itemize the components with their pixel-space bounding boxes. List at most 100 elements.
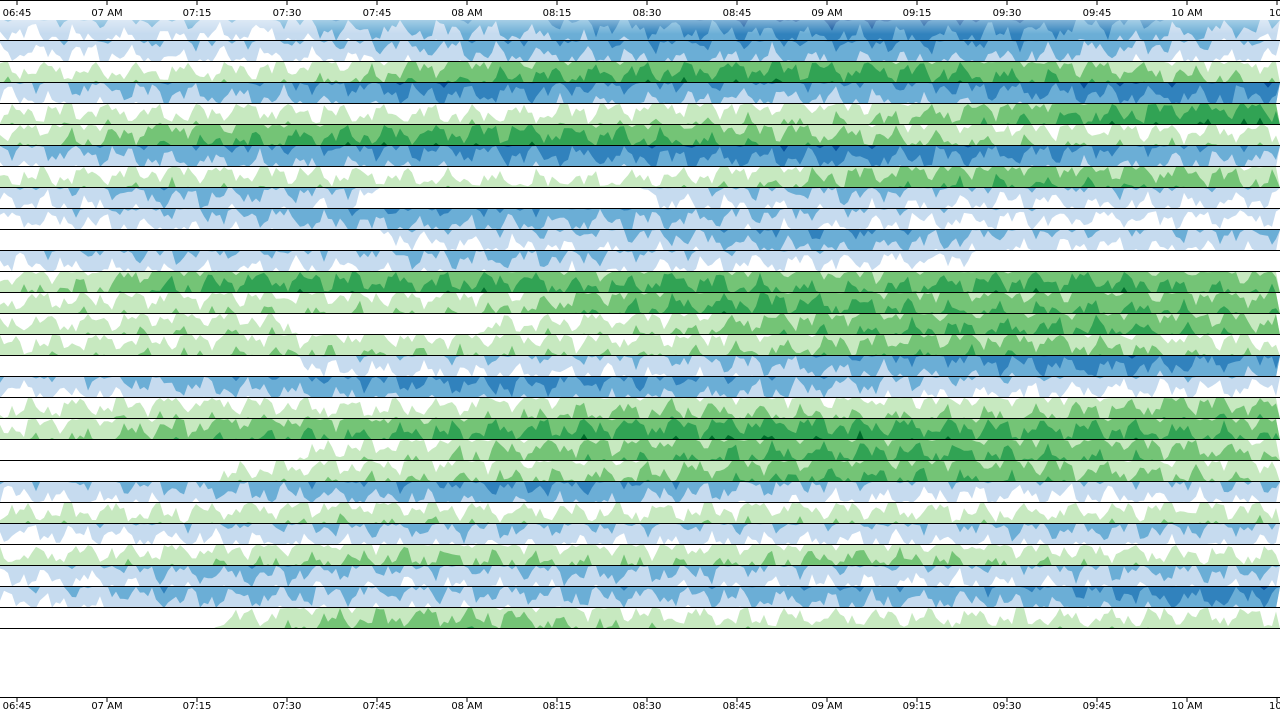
tick-label: 06:45 [3,701,32,712]
negative-band-3 [0,146,1280,167]
positive-band-4 [0,76,1280,83]
horizon-row [0,419,1280,440]
horizon-row [0,440,1280,461]
positive-band-1 [0,104,1280,125]
tick-label: 06:45 [3,8,32,19]
tick-label: 08:45 [723,8,752,19]
negative-band-2 [0,356,1280,377]
x-axis-bottom: 06:45 07 AM 07:15 07:30 07:45 08 AM 08:15 08:30… [0,697,1280,712]
horizon-row [0,377,1280,398]
tick-label: 08:15 [543,701,572,712]
tick-label: 09:45 [1083,8,1112,19]
negative-band-2 [0,482,1280,503]
row-separators [0,40,1280,629]
positive-band-3 [0,419,1280,440]
tick-label: 09 AM [811,701,842,712]
negative-band-1 [0,188,1280,209]
horizon-row [0,587,1280,608]
negative-band-2 [0,83,1280,104]
tick-label: 09:15 [903,701,932,712]
horizon-row [0,608,1280,629]
tick-label: 07:30 [273,701,302,712]
tick-label: 07:30 [273,8,302,19]
positive-band-3 [0,62,1280,83]
positive-band-1 [0,608,1280,629]
negative-band-1 [0,566,1280,587]
tick-label: 08 AM [451,8,482,19]
horizon-row [0,566,1280,587]
horizon-row [0,104,1280,125]
negative-band-2 [0,524,1280,544]
tick-label: 10: [1269,8,1280,19]
horizon-row [0,314,1280,335]
tick-label: 07:45 [363,8,392,19]
negative-band-1 [0,587,1280,608]
horizon-row [0,461,1280,482]
horizon-row [0,503,1280,524]
tick-label: 08:30 [633,8,662,19]
positive-band-3 [0,173,1280,188]
tick-label: 10 AM [1171,8,1202,19]
positive-band-2 [0,546,1280,566]
negative-band-3 [0,482,1280,497]
tick-label: 07 AM [91,8,122,19]
positive-band-1 [0,398,1280,419]
horizon-row [0,230,1280,251]
positive-band-2 [0,125,1280,146]
positive-band-2 [0,314,1280,335]
tick-label: 10: [1269,701,1280,712]
positive-band-3 [0,440,1280,461]
positive-band-1 [0,503,1280,524]
horizon-row [0,482,1280,503]
horizon-row [0,398,1280,419]
positive-band-3 [0,104,1280,125]
tick-label: 07:15 [183,701,212,712]
horizon-row [0,293,1280,314]
horizon-row [0,41,1280,62]
horizon-row [0,545,1280,566]
negative-band-1 [0,251,1280,272]
tick-label: 08 AM [451,701,482,712]
positive-band-3 [0,314,1280,335]
horizon-rows [0,20,1280,629]
horizon-row [0,335,1280,356]
tick-label: 09:45 [1083,701,1112,712]
tick-label: 08:15 [543,8,572,19]
tick-label: 07 AM [91,701,122,712]
positive-band-3 [0,125,1280,146]
negative-band-2 [0,209,1280,230]
negative-band-3 [0,377,1280,398]
horizon-row [0,272,1280,293]
tick-label: 09 AM [811,8,842,19]
horizon-row [0,356,1280,377]
negative-band-2 [0,566,1280,587]
x-axis-top: 06:45 07 AM 07:15 07:30 07:45 08 AM 08:15 08:30… [0,0,1280,19]
tick-label: 09:15 [903,8,932,19]
negative-band-3 [0,356,1280,377]
negative-band-3 [0,587,1280,608]
positive-band-3 [0,467,1280,482]
tick-label: 07:15 [183,8,212,19]
negative-band-3 [0,83,1280,104]
negative-band-2 [0,41,1280,62]
horizon-row [0,251,1280,272]
tick-label: 09:30 [993,8,1022,19]
horizon-row [0,125,1280,146]
horizon-row [0,188,1280,209]
bottom-axis-fade [0,688,1280,720]
positive-band-1 [0,335,1280,356]
positive-band-2 [0,293,1280,314]
positive-band-3 [0,272,1280,293]
tick-label: 08:45 [723,701,752,712]
positive-band-2 [0,608,1280,629]
tick-label: 07:45 [363,701,392,712]
tick-label: 10 AM [1171,701,1202,712]
positive-band-2 [0,398,1280,419]
tick-label: 08:30 [633,701,662,712]
top-axis-fade [0,0,1280,34]
horizon-row [0,209,1280,230]
tick-label: 09:30 [993,701,1022,712]
horizon-row [0,146,1280,167]
horizon-row [0,524,1280,545]
